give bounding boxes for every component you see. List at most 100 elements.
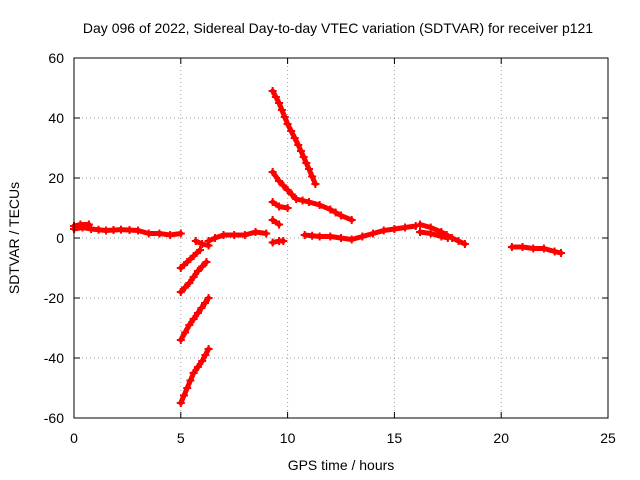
x-tick-label: 20 [493,430,509,446]
data-point [198,357,207,365]
series-arc-9.3-9.8h-low [268,237,288,247]
data-point [283,120,292,128]
data-point [201,351,210,359]
data-point [201,299,210,307]
series-trace [270,88,318,187]
data-point [337,234,345,242]
data-point [176,336,185,344]
data-point [210,234,219,242]
data-point [443,234,452,242]
data-point [271,93,280,101]
data-point [299,153,308,161]
y-tick-labels: -60 -40 -20 0 20 40 60 [44,50,64,426]
data-point [275,99,284,107]
data-point [176,288,185,296]
data-point [268,216,277,224]
data-point [183,258,192,266]
data-point [87,225,96,233]
data-point [308,172,317,181]
data-point [326,232,335,241]
data-point [298,196,307,205]
data-point [180,391,189,400]
data-point [268,87,277,95]
data-point [262,229,271,238]
data-point [294,141,303,149]
data-point [116,225,125,234]
y-tick-label: -20 [44,290,64,306]
data-point [550,247,559,256]
data-point [84,220,93,229]
data-point [347,216,356,224]
data-point [308,231,317,240]
x-tick-label: 0 [70,430,78,446]
series-arc-9.3-10h [268,198,292,212]
series-arc-5-6.3h-c [176,294,213,344]
data-point [311,180,320,188]
data-point [181,283,190,292]
data-point [189,252,198,260]
data-point [268,238,277,247]
data-point [337,211,345,220]
data-point [94,225,103,234]
data-point [460,240,469,248]
data-point [437,232,446,241]
y-axis-label: SDTVAR / TECUs [6,182,22,294]
data-point [283,204,292,212]
data-point [230,231,239,239]
data-point [315,201,324,209]
data-point [109,226,118,235]
series-trace [178,247,203,271]
data-point [240,231,249,239]
data-point [401,223,410,232]
data-markers [70,87,566,407]
data-point [454,237,463,245]
data-point [268,198,277,206]
data-point [204,237,213,245]
data-point [529,244,538,253]
data-point [193,363,202,371]
data-point [369,229,378,238]
y-tick-label: 20 [48,170,64,186]
data-point [416,220,425,229]
data-point [144,229,153,238]
y-tick-label: 60 [48,50,64,66]
x-axis-label: GPS time / hours [288,457,395,473]
x-tick-label: 15 [387,430,403,446]
data-point [186,376,195,385]
series-arc-10.8-16.2h [300,222,420,244]
data-point [379,226,388,235]
data-point [277,106,286,114]
y-tick-label: -60 [44,410,64,426]
data-point [198,240,207,248]
data-point [347,235,356,244]
data-point [183,384,192,392]
data-point [155,229,164,238]
data-point [204,294,213,302]
series-arc-9.3-9.6h-small [268,216,284,229]
data-point [189,369,198,377]
data-point [76,220,85,229]
data-point [191,237,200,245]
data-point [304,165,313,173]
data-point [304,198,313,206]
data-point [181,328,190,337]
data-point [176,229,185,238]
data-point [204,345,213,353]
data-point [268,168,277,176]
data-point [287,127,296,135]
data-point [302,159,311,167]
grid-lines [74,58,608,418]
data-point [300,231,309,239]
data-point [326,205,335,214]
data-point [315,232,324,241]
data-point [358,232,367,241]
data-point [198,262,207,271]
data-point [176,399,185,407]
data-point [193,267,202,275]
data-point [390,225,399,233]
y-tick-label: -40 [44,350,64,366]
data-point [275,177,284,185]
y-tick-label: 0 [56,230,64,246]
data-point [134,226,143,235]
